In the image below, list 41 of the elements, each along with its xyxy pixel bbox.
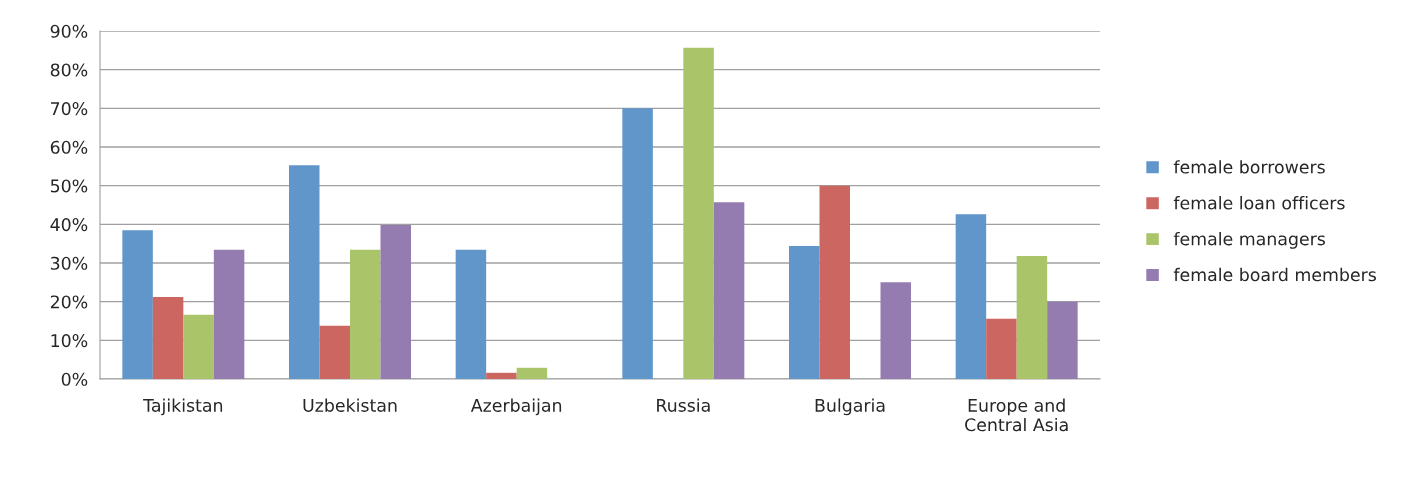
y-tick-label: 30% bbox=[50, 256, 88, 270]
x-tick-label: Tajikistan bbox=[143, 398, 223, 416]
bar bbox=[683, 47, 714, 379]
y-tick-label: 10% bbox=[51, 334, 88, 348]
bar bbox=[955, 214, 987, 379]
y-tick-label: 60% bbox=[50, 140, 88, 154]
y-tick-label: 50% bbox=[50, 179, 88, 193]
legend-label: female loan officers bbox=[1173, 196, 1345, 210]
y-tick-label: 40% bbox=[50, 218, 88, 232]
x-tick-label: Azerbaijan bbox=[470, 398, 562, 416]
bar bbox=[319, 325, 350, 379]
bar bbox=[622, 108, 653, 379]
bar bbox=[880, 282, 911, 379]
bar bbox=[183, 314, 214, 379]
y-tick-label: 80% bbox=[50, 63, 88, 77]
bar bbox=[819, 185, 850, 379]
y-tick-label: 20% bbox=[50, 295, 88, 309]
bar bbox=[152, 297, 184, 379]
legend-label: female board members bbox=[1173, 267, 1376, 282]
bar bbox=[455, 249, 487, 379]
bar bbox=[516, 367, 548, 379]
y-tick-label: 0% bbox=[61, 372, 88, 386]
bar bbox=[213, 249, 245, 379]
bar bbox=[986, 318, 1017, 379]
x-tick-label: Bulgaria bbox=[815, 398, 885, 416]
bar bbox=[350, 249, 381, 379]
bar bbox=[122, 230, 153, 379]
bar bbox=[289, 165, 320, 379]
bar bbox=[713, 202, 745, 379]
x-tick-label: Europe and Central Asia bbox=[965, 398, 1068, 432]
bar bbox=[789, 245, 820, 379]
y-tick-label: 90% bbox=[50, 24, 88, 38]
bar bbox=[486, 372, 517, 379]
y-tick-label: 70% bbox=[51, 102, 88, 116]
x-tick-label: Uzbekistan bbox=[303, 398, 397, 412]
x-tick-label: Russia bbox=[657, 398, 710, 412]
bar bbox=[1016, 256, 1048, 379]
bar bbox=[1047, 301, 1078, 379]
legend-label: female managers bbox=[1173, 231, 1325, 249]
legend-label: female borrowers bbox=[1173, 160, 1325, 174]
bar bbox=[380, 225, 411, 379]
